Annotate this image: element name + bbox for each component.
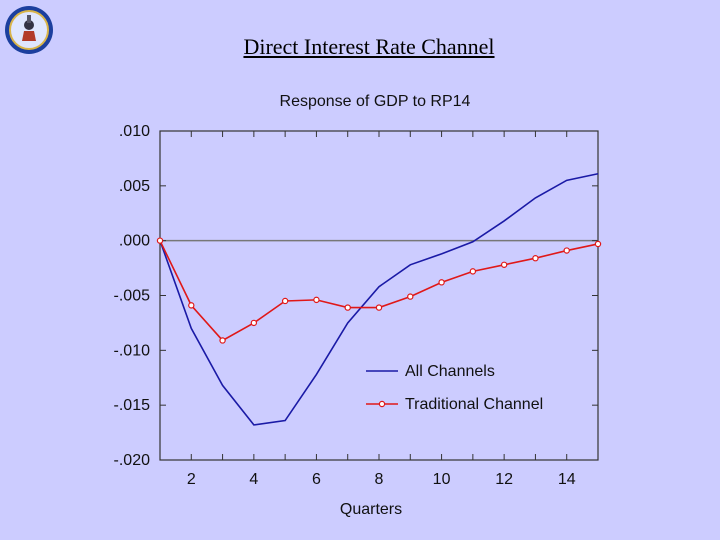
series-point xyxy=(407,293,414,300)
y-tick-label: .010 xyxy=(119,123,150,140)
series-point xyxy=(344,304,351,311)
y-tick-label: -.020 xyxy=(114,452,151,469)
series-line-1 xyxy=(159,172,599,426)
x-tick-label: 2 xyxy=(187,471,196,488)
series-point xyxy=(375,304,383,311)
series-point xyxy=(469,268,477,275)
y-tick-label: -.010 xyxy=(114,342,151,359)
x-tick-label: 6 xyxy=(312,471,321,488)
series-point xyxy=(438,279,445,286)
y-tick-label: .005 xyxy=(119,178,150,195)
x-tick-label: 4 xyxy=(249,471,258,488)
legend-label: Traditional Channel xyxy=(405,396,543,413)
institution-seal-icon xyxy=(5,6,53,54)
x-tick-label: 8 xyxy=(375,471,384,488)
series-line-2 xyxy=(159,240,599,342)
series-point xyxy=(188,302,195,309)
legend-label: All Channels xyxy=(405,363,495,380)
y-tick-label: -.005 xyxy=(114,288,151,305)
x-tick-label: 12 xyxy=(495,471,513,488)
series-point xyxy=(250,319,258,327)
legend: All Channels Traditional Channel xyxy=(366,363,543,413)
x-tick-label: 14 xyxy=(558,471,576,488)
series-point xyxy=(156,237,164,244)
series-point xyxy=(500,261,508,268)
chart-title: Response of GDP to RP14 xyxy=(280,93,471,110)
series-point xyxy=(594,240,602,248)
slide-title: Direct Interest Rate Channel xyxy=(243,34,495,59)
series-point xyxy=(563,247,570,254)
series-point xyxy=(313,296,320,304)
x-tick-label: 10 xyxy=(433,471,451,488)
y-tick-label: -.015 xyxy=(114,397,151,414)
x-axis-label: Quarters xyxy=(340,501,402,518)
series-point xyxy=(281,297,289,305)
legend-marker xyxy=(378,400,386,408)
series-point xyxy=(219,337,226,344)
y-tick-label: .000 xyxy=(119,233,150,250)
series-point xyxy=(532,255,539,262)
